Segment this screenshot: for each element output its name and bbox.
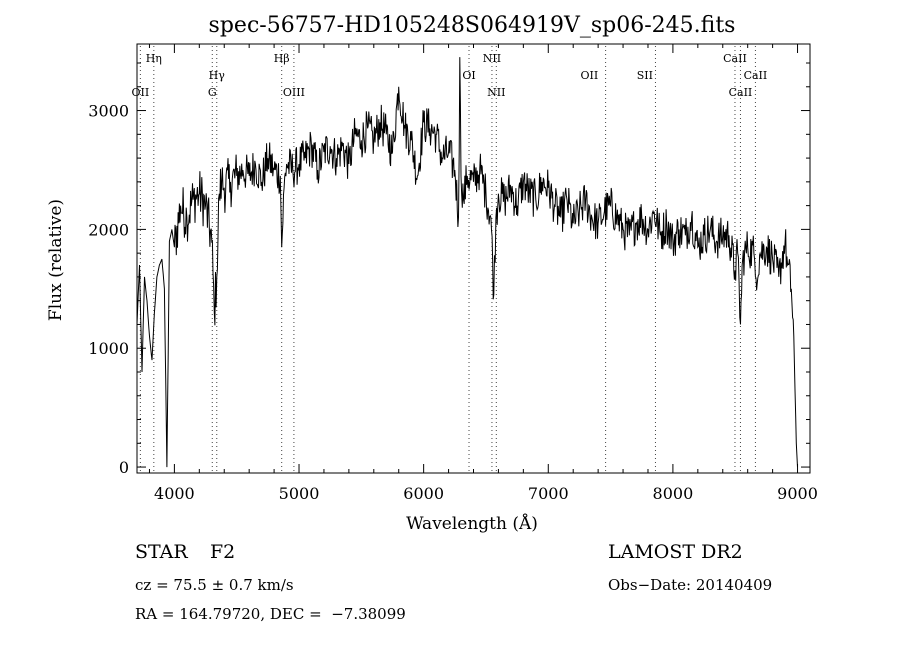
line-annotation-label: Hη [146, 52, 162, 65]
y-tick-label: 3000 [88, 102, 129, 121]
redshift-value: cz = 75.5 ± 0.7 km/s [135, 576, 294, 594]
y-tick-label: 0 [119, 458, 129, 477]
x-tick-label: 9000 [777, 484, 818, 503]
object-class: STAR [135, 541, 188, 563]
x-axis: 4000 5000 6000 7000 8000 9000 [148, 44, 818, 503]
sky-coordinates: RA = 164.79720, DEC = −7.38099 [135, 605, 406, 623]
x-tick-label: 5000 [279, 484, 320, 503]
spectrum-series [136, 57, 798, 468]
line-annotation-label: CaII [723, 52, 747, 65]
y-tick-label: 2000 [88, 220, 129, 239]
x-axis-label: Wavelength (Å) [406, 513, 538, 534]
x-tick-label: 8000 [653, 484, 694, 503]
x-tick-label: 6000 [403, 484, 444, 503]
line-annotation-label: OII [581, 69, 599, 82]
plot-frame [136, 43, 811, 474]
object-subclass: F2 [210, 541, 236, 563]
line-annotation-label: CaII [729, 86, 753, 99]
y-axis-label: Flux (relative) [46, 199, 66, 321]
survey-name: LAMOST DR2 [608, 541, 743, 563]
line-annotation-label: NII [487, 86, 505, 99]
line-annotation-label: NII [483, 52, 501, 65]
line-annotations: Hη OII Hγ G Hβ OIII NII OI NII OII SII CaII CaII CaII [132, 52, 768, 99]
line-annotation-label: SII [637, 69, 653, 82]
spectrum-line [136, 57, 798, 468]
observation-date: Obs−Date: 20140409 [608, 576, 773, 594]
x-tick-label: 4000 [154, 484, 195, 503]
line-annotation-label: CaII [744, 69, 768, 82]
line-annotation-label: G [208, 86, 217, 99]
line-annotation-label: Hβ [274, 52, 290, 65]
x-tick-label: 7000 [528, 484, 569, 503]
line-annotation-label: OIII [283, 86, 305, 99]
chart-title: spec-56757-HD105248S064919V_sp06-245.fit… [209, 13, 736, 38]
y-tick-label: 1000 [88, 339, 129, 358]
y-axis: 0 1000 2000 3000 [88, 62, 810, 477]
line-annotation-label: OI [462, 69, 475, 82]
line-annotation-label: OII [132, 86, 150, 99]
line-markers [139, 46, 756, 471]
line-annotation-label: Hγ [209, 69, 226, 82]
